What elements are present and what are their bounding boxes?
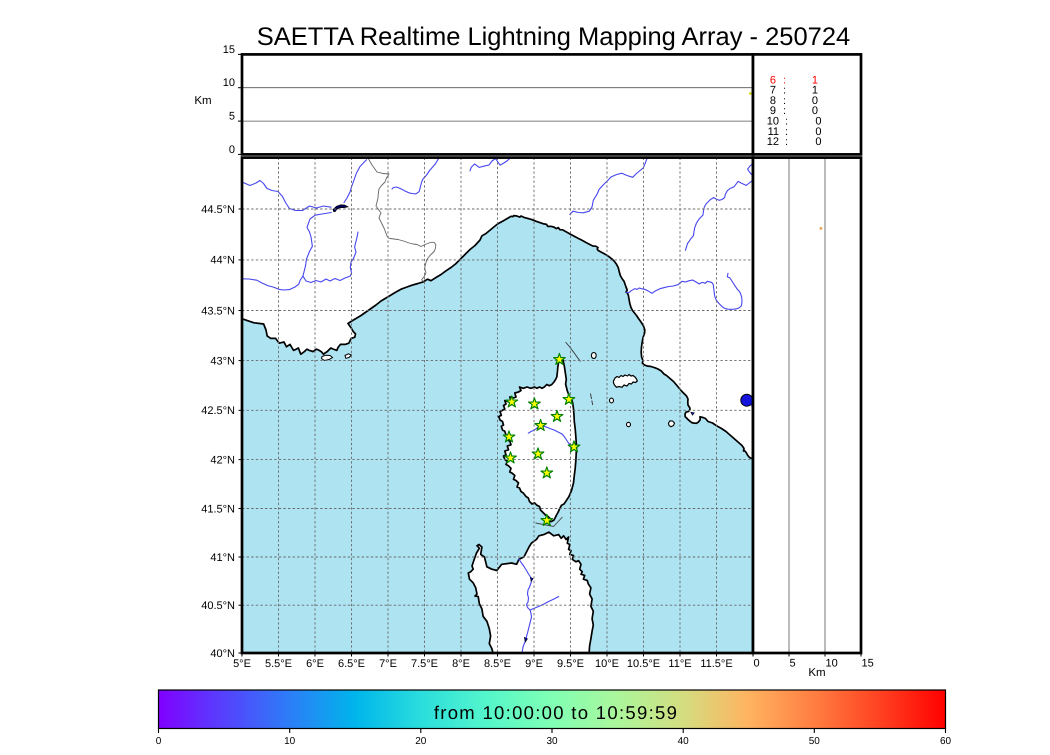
svg-text:SAETTA Realtime Lightning Mapp: SAETTA Realtime Lightning Mapping Array … (257, 23, 850, 51)
svg-text:0: 0 (815, 116, 821, 128)
svg-text:43.5°N: 43.5°N (201, 305, 235, 317)
svg-text:11: 11 (768, 126, 779, 138)
svg-text:5°E: 5°E (233, 658, 251, 670)
svg-text::: : (783, 105, 786, 117)
svg-text:7: 7 (770, 85, 776, 97)
svg-text:40°N: 40°N (210, 648, 235, 660)
svg-text:10: 10 (767, 116, 779, 128)
svg-text:50: 50 (809, 736, 821, 747)
svg-text:11.5°E: 11.5°E (700, 658, 732, 670)
svg-text:41.5°N: 41.5°N (201, 503, 235, 515)
svg-text:20: 20 (415, 736, 427, 747)
svg-text::: : (785, 136, 788, 148)
svg-text:44°N: 44°N (210, 255, 235, 267)
svg-text:Km: Km (194, 95, 211, 107)
svg-text:0: 0 (812, 105, 818, 117)
svg-text:42.5°N: 42.5°N (201, 405, 235, 417)
svg-text:0: 0 (229, 144, 235, 156)
svg-text:8.5°E: 8.5°E (484, 658, 511, 670)
svg-text:9.5°E: 9.5°E (557, 658, 584, 670)
svg-text:1: 1 (812, 85, 818, 97)
svg-text:0: 0 (812, 95, 818, 107)
svg-text:5: 5 (790, 658, 796, 670)
svg-text:10: 10 (826, 658, 838, 670)
svg-text:7°E: 7°E (379, 658, 397, 670)
svg-text:6: 6 (770, 74, 776, 86)
svg-text:Km: Km (808, 667, 825, 679)
svg-text:0: 0 (754, 658, 760, 670)
svg-text:60: 60 (940, 736, 952, 747)
svg-text::: : (783, 85, 786, 97)
svg-text:30: 30 (546, 736, 558, 747)
svg-text:7.5°E: 7.5°E (411, 658, 438, 670)
svg-text::: : (783, 74, 786, 86)
svg-text:0: 0 (156, 736, 162, 747)
svg-text:41°N: 41°N (210, 552, 235, 564)
svg-text:40.5°N: 40.5°N (201, 600, 235, 612)
svg-text:6.5°E: 6.5°E (338, 658, 365, 670)
svg-text::: : (785, 116, 788, 128)
svg-text:42°N: 42°N (210, 454, 235, 466)
svg-text:15: 15 (223, 44, 235, 56)
svg-text:12: 12 (767, 136, 779, 148)
svg-text:11°E: 11°E (668, 658, 691, 670)
svg-text:10: 10 (284, 736, 296, 747)
svg-text:0: 0 (815, 136, 821, 148)
svg-text:8: 8 (770, 95, 776, 107)
svg-text:10°E: 10°E (595, 658, 619, 670)
svg-text::: : (785, 126, 788, 138)
svg-text:9: 9 (770, 105, 776, 117)
svg-text:10.5°E: 10.5°E (627, 658, 660, 670)
svg-text:40: 40 (678, 736, 690, 747)
svg-text:43°N: 43°N (210, 355, 235, 367)
svg-text:44.5°N: 44.5°N (201, 204, 235, 216)
svg-text:from 10:00:00 to 10:59:59: from 10:00:00 to 10:59:59 (434, 702, 678, 723)
svg-text:1: 1 (812, 74, 818, 86)
svg-text:10: 10 (223, 77, 235, 89)
svg-text:0: 0 (815, 126, 821, 138)
svg-text:5: 5 (229, 111, 235, 123)
svg-text:5.5°E: 5.5°E (265, 658, 292, 670)
svg-text:15: 15 (862, 658, 874, 670)
svg-text:6°E: 6°E (306, 658, 324, 670)
svg-text:9°E: 9°E (525, 658, 543, 670)
svg-text::: : (783, 95, 786, 107)
svg-text:8°E: 8°E (452, 658, 470, 670)
